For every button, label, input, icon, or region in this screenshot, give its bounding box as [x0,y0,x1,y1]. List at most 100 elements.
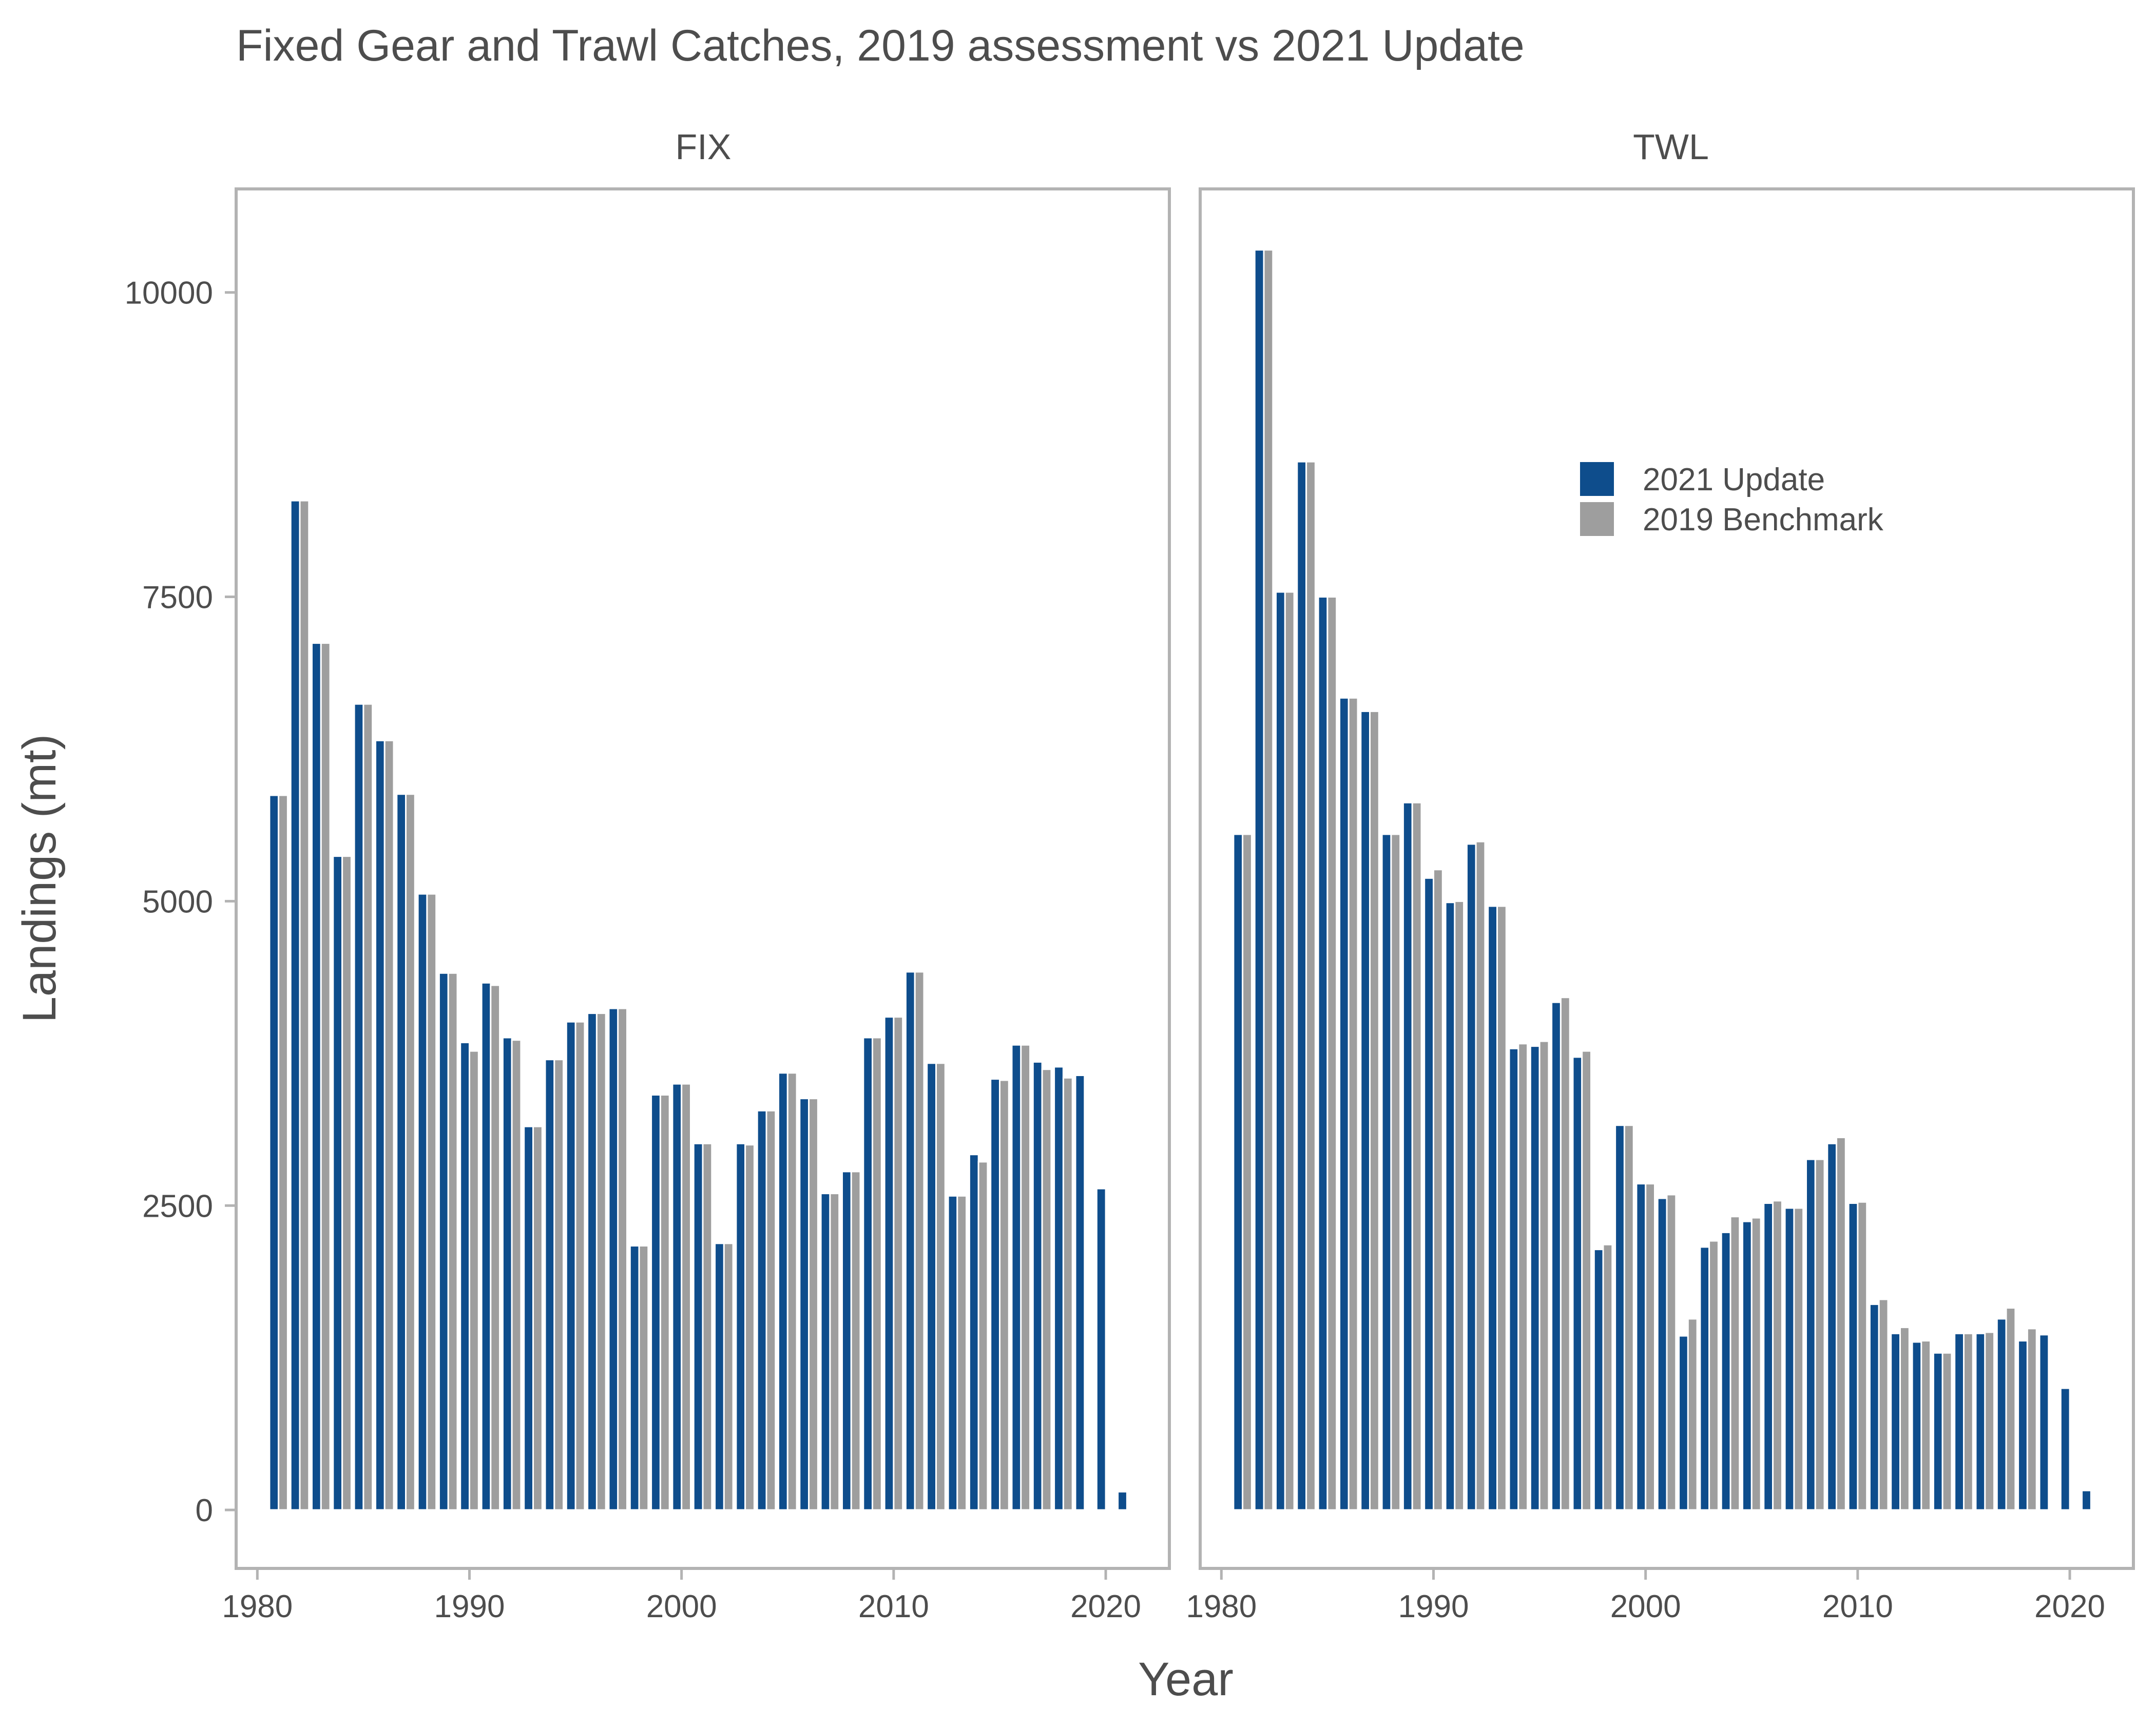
bar-fix-2021-update-2017 [1032,1061,1043,1511]
y-axis-title: Landings (mt) [13,734,66,1023]
bar-fix-2021-update-1981 [268,794,280,1511]
bar-fix-2019-benchmark-1992 [511,1039,522,1511]
legend-label-2021-update: 2021 Update [1643,462,1825,497]
bar-twl-2021-update-2010 [1847,1202,1859,1511]
bar-fix-2021-update-2018 [1053,1066,1064,1511]
bar-fix-2019-benchmark-1999 [659,1094,670,1511]
bar-fix-2019-benchmark-1984 [341,855,352,1511]
bar-fix-2021-update-1982 [290,500,301,1511]
x-tick-label-fix-2000: 2000 [646,1589,717,1624]
bar-twl-2021-update-2008 [1805,1158,1816,1511]
bar-twl-2021-update-1991 [1445,902,1456,1511]
bar-twl-2019-benchmark-1998 [1602,1243,1613,1511]
bar-twl-2019-benchmark-1985 [1326,596,1338,1511]
bar-twl-2021-update-2016 [1975,1332,1986,1511]
panel-label-twl: TWL [1633,127,1709,167]
bar-twl-2019-benchmark-1989 [1411,801,1422,1511]
bar-twl-2019-benchmark-1984 [1305,461,1316,1511]
bar-fix-2021-update-1984 [332,855,343,1511]
bar-twl-2021-update-1992 [1466,843,1477,1511]
bar-twl-2019-benchmark-2014 [1941,1352,1953,1511]
bar-fix-2021-update-1986 [375,739,386,1511]
bar-twl-2021-update-1990 [1423,877,1434,1511]
bar-fix-2021-update-2001 [692,1142,704,1511]
bar-twl-2021-update-2013 [1911,1341,1922,1511]
bar-fix-2019-benchmark-2017 [1041,1068,1052,1511]
panel-frame-twl [1199,187,2135,1570]
bar-fix-2019-benchmark-2012 [935,1062,946,1511]
bar-twl-2019-benchmark-2015 [1963,1332,1974,1511]
bar-fix-2021-update-1985 [353,703,364,1511]
bar-fix-2021-update-1998 [629,1245,640,1511]
chart-title: Fixed Gear and Trawl Catches, 2019 asses… [236,21,1525,70]
bar-twl-2021-update-1986 [1339,697,1350,1511]
x-axis-title: Year [1138,1653,1234,1705]
bar-twl-2021-update-1983 [1275,591,1286,1511]
x-axis-twl: 1980 1990 2000 2010 2020 [1186,1568,2105,1624]
bar-twl-2021-update-2000 [1635,1183,1647,1511]
bar-fix-2019-benchmark-2006 [808,1098,819,1511]
bar-twl-2021-update-1997 [1572,1056,1583,1511]
bar-twl-2019-benchmark-1993 [1496,905,1507,1511]
bar-twl-2021-update-2001 [1657,1197,1668,1511]
bar-fix-2019-benchmark-2015 [999,1079,1010,1511]
bar-twl-2019-benchmark-1997 [1581,1050,1592,1511]
bar-twl-2021-update-2006 [1763,1202,1774,1511]
bar-twl-2019-benchmark-2006 [1772,1200,1783,1511]
x-tick-label-fix-2010: 2010 [858,1589,929,1624]
bar-twl-2019-benchmark-1987 [1369,710,1380,1511]
bar-twl-2019-benchmark-1983 [1284,591,1295,1511]
legend-swatch-2021-update [1580,462,1614,496]
bar-twl-2019-benchmark-1988 [1390,833,1401,1511]
y-tick-label-7500: 7500 [142,580,213,615]
bar-twl-2021-update-2018 [2017,1340,2028,1511]
bar-twl-2019-benchmark-1994 [1517,1043,1529,1511]
y-tick-label-0: 0 [196,1493,213,1528]
bar-twl-2021-update-2004 [1720,1231,1731,1511]
bar-fix-2021-update-1989 [438,972,449,1511]
bar-twl-2021-update-1993 [1487,905,1498,1511]
bar-fix-2019-benchmark-2004 [765,1109,777,1511]
bar-fix-2021-update-1983 [311,642,322,1511]
bar-twl-2021-update-1989 [1402,801,1413,1511]
bar-twl-2019-benchmark-1981 [1242,833,1253,1511]
bar-twl-2019-benchmark-2013 [1920,1340,1932,1511]
x-tick-label-twl-2020: 2020 [2034,1589,2105,1624]
bar-fix-2019-benchmark-2002 [723,1242,734,1511]
bar-twl-2021-update-1995 [1529,1045,1541,1511]
bar-fix-2019-benchmark-1986 [383,739,395,1511]
bar-twl-2021-update-2005 [1742,1220,1753,1511]
bar-fix-2019-benchmark-2005 [786,1072,798,1511]
bar-twl-2019-benchmark-2009 [1836,1137,1846,1511]
x-tick-label-twl-1980: 1980 [1186,1589,1257,1624]
bar-twl-2019-benchmark-1995 [1538,1040,1550,1511]
bar-fix-2021-update-2000 [671,1083,683,1511]
y-tick-label-10000: 10000 [125,276,213,311]
panel-frame-fix [235,187,1171,1570]
bar-fix-2021-update-2012 [926,1062,937,1511]
bar-fix-2021-update-2019 [1074,1075,1086,1511]
bar-twl-2021-update-2017 [1996,1318,2007,1511]
bar-fix-2021-update-2009 [862,1037,874,1511]
bar-fix-2021-update-1991 [480,982,492,1511]
panel-twl: 1980 1990 2000 2010 2020 [1186,187,2135,1624]
bar-fix-2021-update-2016 [1011,1044,1022,1511]
legend-swatch-2019-benchmark [1580,502,1614,536]
bar-twl-2019-benchmark-2016 [1984,1331,1995,1511]
bar-fix-2021-update-1994 [544,1059,555,1511]
bar-fix-2019-benchmark-1997 [617,1007,628,1511]
bar-twl-2019-benchmark-2002 [1687,1318,1698,1511]
bar-fix-2019-benchmark-1990 [469,1050,479,1511]
bar-fix-2019-benchmark-1981 [278,794,288,1511]
bar-twl-2019-benchmark-1982 [1263,249,1274,1511]
bar-fix-2021-update-1999 [650,1094,661,1511]
bar-fix-2019-benchmark-2016 [1020,1044,1031,1511]
bar-fix-2019-benchmark-1989 [447,972,458,1511]
bar-twl-2021-update-1998 [1593,1249,1604,1511]
bar-twl-2019-benchmark-2010 [1857,1201,1868,1511]
bar-twl-2019-benchmark-2012 [1899,1326,1910,1511]
bar-fix-2021-update-1995 [565,1021,576,1511]
bar-fix-2021-update-1992 [502,1037,513,1511]
bar-fix-2021-update-2011 [904,971,916,1511]
y-tick-label-2500: 2500 [142,1189,213,1224]
